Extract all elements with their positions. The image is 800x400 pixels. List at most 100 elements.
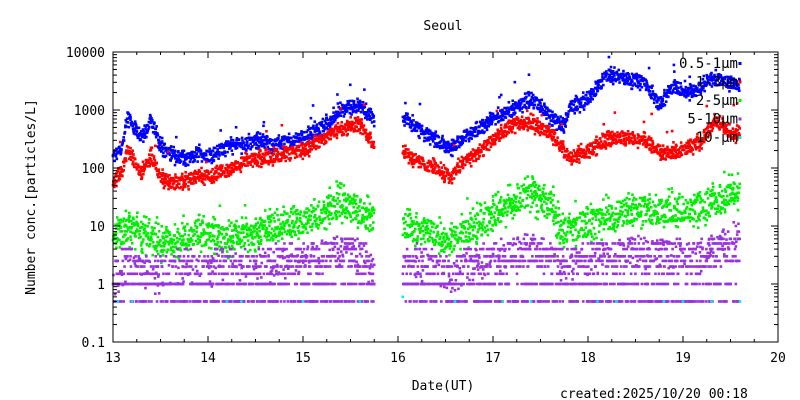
data-point: [283, 142, 286, 146]
data-point: [716, 78, 719, 81]
data-point: [231, 168, 235, 171]
data-point: [136, 163, 140, 167]
data-point: [685, 141, 689, 145]
data-point: [406, 112, 409, 116]
data-point: [544, 133, 547, 136]
data-point: [282, 152, 285, 156]
data-point: [322, 137, 326, 141]
data-point: [672, 90, 675, 94]
data-point: [462, 157, 466, 160]
data-point: [419, 165, 423, 169]
data-point: [148, 242, 152, 246]
data-point: [591, 153, 595, 156]
data-point: [581, 148, 584, 152]
data-point: [422, 139, 426, 143]
data-point: [348, 103, 351, 107]
data-point: [483, 122, 487, 126]
data-point: [199, 149, 203, 153]
data-point: [483, 130, 486, 134]
data-point: [312, 124, 315, 128]
data-point: [134, 132, 137, 136]
data-point: [209, 231, 212, 235]
data-point: [579, 102, 582, 106]
data-point: [372, 114, 376, 118]
data-point: [613, 74, 616, 77]
data-point: [533, 120, 537, 123]
data-point: [292, 143, 296, 146]
data-point: [139, 138, 143, 142]
data-point: [173, 234, 176, 237]
data-point: [403, 124, 406, 127]
data-point: [584, 152, 588, 156]
data-point: [677, 148, 681, 151]
data-point: [670, 150, 674, 154]
data-point: [218, 204, 222, 208]
data-point: [621, 131, 625, 135]
data-point: [176, 230, 179, 234]
data-point: [179, 234, 182, 238]
data-point: [268, 141, 271, 145]
data-point: [313, 144, 317, 148]
data-point: [118, 238, 121, 242]
data-point: [548, 132, 552, 135]
data-point: [226, 150, 229, 154]
data-point: [311, 125, 315, 129]
data-point: [429, 160, 433, 163]
data-point: [257, 226, 261, 229]
data-point: [272, 238, 275, 241]
data-point: [199, 235, 203, 238]
data-point: [116, 174, 120, 178]
data-point: [565, 117, 568, 121]
data-point: [193, 151, 197, 154]
data-point: [450, 222, 453, 225]
data-point: [183, 161, 187, 165]
data-point: [518, 109, 522, 112]
data-point: [369, 131, 372, 135]
data-point: [417, 134, 420, 138]
data-point: [355, 210, 359, 214]
data-point: [439, 221, 443, 225]
data-point: [159, 143, 162, 147]
data-point: [404, 147, 408, 151]
data-point: [592, 90, 595, 94]
data-point: [163, 244, 166, 247]
data-point: [490, 112, 493, 115]
data-point: [276, 226, 280, 230]
data-point: [338, 111, 341, 115]
data-point: [503, 106, 506, 110]
data-point: [286, 218, 290, 222]
data-point: [142, 231, 146, 235]
data-point: [219, 129, 223, 132]
data-point: [339, 114, 343, 118]
data-point: [438, 237, 441, 241]
data-point: [176, 185, 179, 189]
data-point: [336, 121, 340, 125]
data-point: [130, 121, 134, 125]
data-point: [711, 75, 714, 79]
data-point: [501, 114, 505, 118]
data-point: [345, 121, 349, 124]
data-point: [615, 70, 619, 74]
data-point: [540, 127, 544, 131]
data-point: [407, 122, 411, 126]
data-point: [409, 126, 413, 129]
data-point: [598, 141, 601, 145]
data-point: [221, 164, 224, 167]
data-point: [129, 158, 133, 162]
data-point: [537, 131, 541, 134]
data-point: [203, 173, 206, 176]
data-point: [705, 131, 709, 135]
data-point: [323, 227, 326, 230]
data-point: [539, 130, 543, 134]
data-point: [141, 160, 145, 164]
data-point: [563, 153, 566, 157]
data-point: [187, 244, 191, 247]
data-point: [246, 146, 250, 150]
data-point: [252, 243, 256, 246]
data-point: [225, 233, 229, 236]
data-point: [597, 83, 600, 87]
data-point: [527, 117, 531, 121]
data-point: [335, 191, 339, 195]
data-point: [714, 81, 717, 84]
data-layer: [111, 55, 742, 303]
